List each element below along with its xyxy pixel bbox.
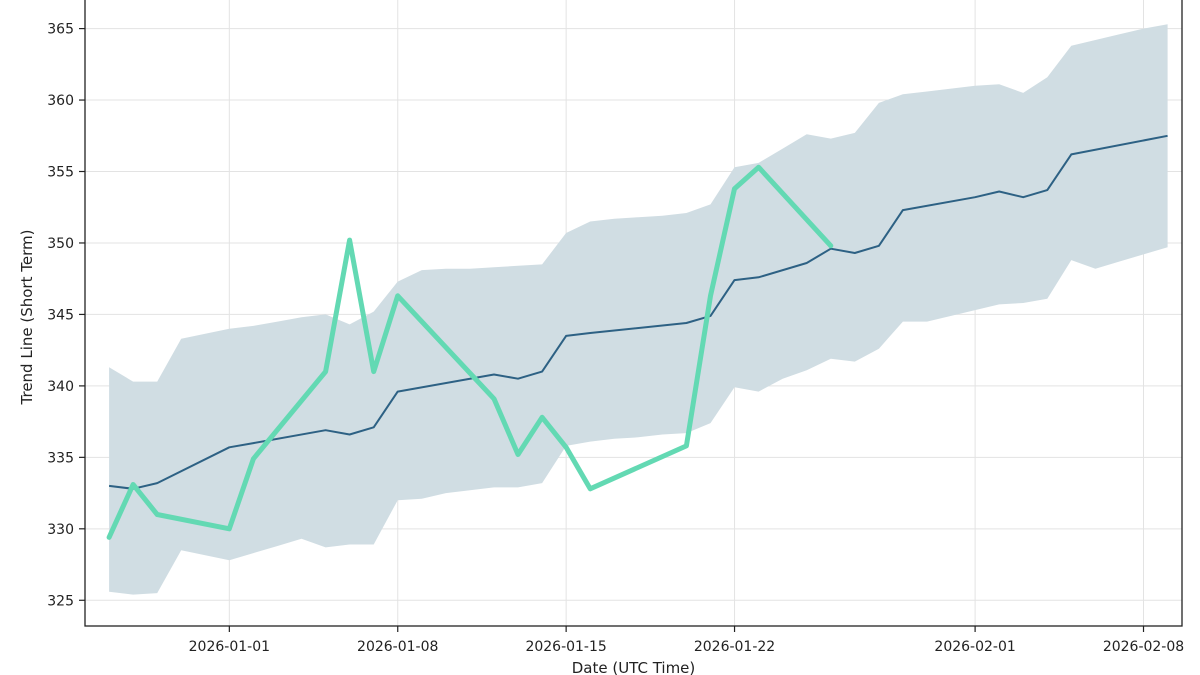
trend-line-layer (108, 134, 1168, 490)
x-axis-ticks: 2026-01-01 2026-01-08 2026-01-15 2026-01-22… (189, 626, 1184, 655)
y-tick-label: 345 (47, 307, 74, 323)
actual-line-layer (106, 164, 834, 540)
x-axis-label: Date (UTC Time) (572, 659, 696, 675)
confidence-band-layer (109, 24, 1168, 595)
trend-line (108, 134, 1168, 490)
x-tick-label: 2026-02-01 (934, 639, 1015, 655)
confidence-band (109, 24, 1168, 595)
y-tick-label: 365 (47, 22, 74, 38)
x-tick-label: 2026-01-08 (357, 639, 438, 655)
y-tick-label: 350 (47, 236, 74, 252)
y-tick-label: 340 (47, 379, 74, 395)
actual-line (106, 164, 834, 540)
x-tick-label: 2026-02-08 (1103, 639, 1184, 655)
y-tick-label: 335 (47, 450, 74, 466)
x-tick-label: 2026-01-15 (525, 639, 606, 655)
y-tick-label: 355 (47, 165, 74, 181)
x-tick-label: 2026-01-22 (694, 639, 775, 655)
y-tick-label: 360 (47, 93, 74, 109)
y-axis-label: Trend Line (Short Term) (18, 230, 36, 406)
plot-frame (84, 0, 1183, 627)
y-tick-label: 330 (47, 522, 74, 538)
x-tick-label: 2026-01-01 (189, 639, 270, 655)
y-axis-ticks: 325 330 335 340 345 350 355 360 365 (47, 22, 85, 609)
y-tick-label: 325 (47, 593, 74, 609)
